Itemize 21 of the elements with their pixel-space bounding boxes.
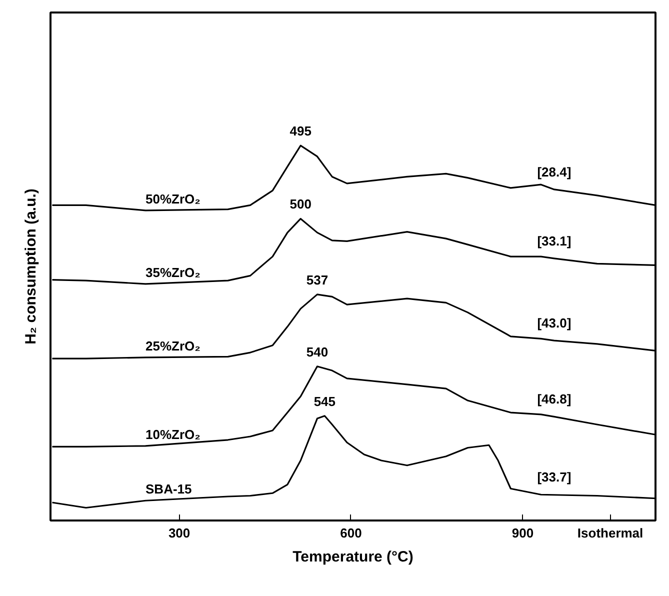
series-label: SBA-15: [146, 482, 192, 497]
x-tick-label: Isothermal: [577, 526, 644, 540]
x-tick-label: 900: [512, 526, 534, 540]
annotation: 537: [306, 272, 328, 288]
annotation: [28.4]: [537, 164, 572, 180]
series-label: 35%ZrO₂: [146, 264, 201, 280]
x-tick-label: 600: [340, 526, 362, 540]
series-label: 50%ZrO₂: [146, 191, 201, 206]
series-label: 10%ZrO₂: [146, 426, 201, 442]
x-tick-label: 300: [168, 526, 190, 540]
annotation: [43.0]: [537, 316, 572, 331]
annotation: [33.1]: [537, 233, 572, 248]
annotation: 540: [306, 344, 328, 360]
y-axis-title: H₂ consumption (a.u.): [22, 188, 40, 344]
x-axis-title: Temperature (°C): [292, 548, 414, 566]
series-label: 25%ZrO₂: [146, 338, 201, 354]
annotation: [33.7]: [537, 470, 572, 485]
annotation: [46.8]: [537, 392, 572, 407]
annotation: 545: [314, 394, 336, 409]
annotation: 495: [290, 124, 312, 139]
annotation: 500: [290, 196, 312, 212]
